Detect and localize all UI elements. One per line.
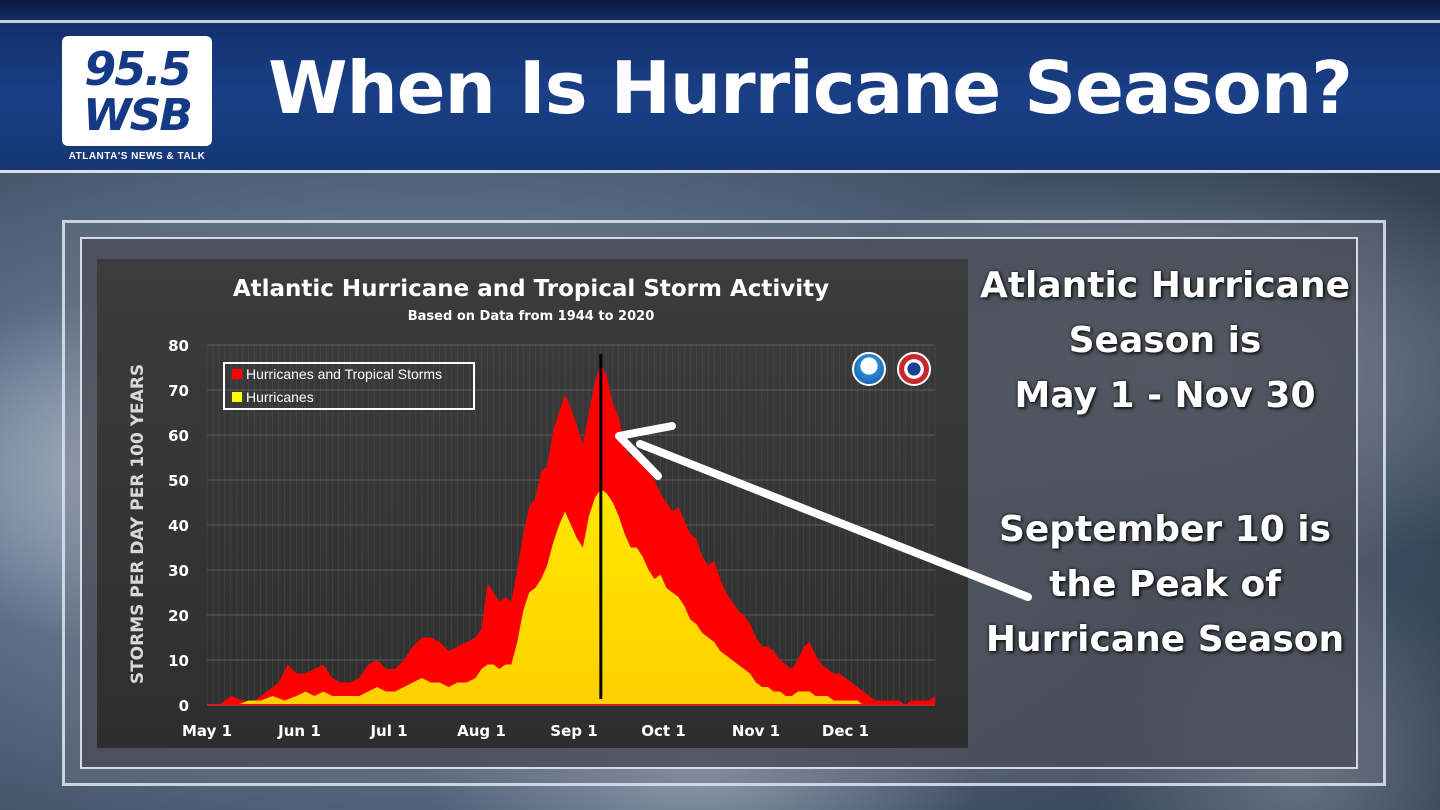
nws-logo — [897, 352, 931, 386]
y-tick-label: 70 — [168, 382, 189, 400]
page-title: When Is Hurricane Season? — [268, 46, 1353, 130]
legend-swatch-red — [232, 369, 242, 379]
chart-panel: Atlantic Hurricane and Tropical Storm Ac… — [97, 259, 968, 748]
peak-date-text: September 10 is the Peak of Hurricane Se… — [975, 502, 1355, 667]
legend-label-hurricanes: Hurricanes — [246, 389, 314, 405]
peak-line-1: September 10 is — [998, 509, 1332, 550]
x-tick-label: Jun 1 — [277, 722, 321, 740]
chart-legend: Hurricanes and Tropical Storms Hurricane… — [223, 362, 475, 410]
season-line-2: Season is — [1068, 320, 1262, 361]
peak-line-2: the Peak of — [1049, 564, 1281, 605]
peak-line-3: Hurricane Season — [985, 619, 1345, 660]
x-tick-label: May 1 — [182, 722, 232, 740]
legend-swatch-yellow — [232, 392, 242, 402]
x-tick-label: Dec 1 — [822, 722, 869, 740]
x-tick-label: Nov 1 — [732, 722, 780, 740]
y-tick-label: 80 — [168, 337, 189, 355]
chart-subtitle: Based on Data from 1944 to 2020 — [408, 309, 655, 324]
series-area-hurricanes — [207, 489, 935, 705]
legend-label-storms: Hurricanes and Tropical Storms — [246, 366, 442, 382]
header-banner: 95.5 WSB ATLANTA'S NEWS & TALK When Is H… — [0, 0, 1440, 173]
y-tick-label: 50 — [168, 472, 189, 490]
season-line-1: Atlantic Hurricane — [979, 265, 1351, 306]
y-tick-label: 30 — [168, 562, 189, 580]
logo-tagline: ATLANTA'S NEWS & TALK — [68, 151, 206, 162]
chart-title: Atlantic Hurricane and Tropical Storm Ac… — [233, 276, 829, 302]
logo-frequency: 95.5 — [84, 42, 192, 96]
season-line-3: May 1 - Nov 30 — [1014, 375, 1316, 416]
y-axis-label: STORMS PER DAY PER 100 YEARS — [128, 364, 148, 684]
station-logo: 95.5 WSB — [62, 36, 212, 146]
y-tick-label: 0 — [179, 697, 189, 715]
season-dates-text: Atlantic Hurricane Season is May 1 - Nov… — [975, 258, 1355, 423]
x-tick-label: Aug 1 — [457, 722, 506, 740]
header-divider — [0, 20, 1440, 23]
x-tick-label: Sep 1 — [550, 722, 597, 740]
x-tick-label: Jul 1 — [369, 722, 407, 740]
activity-chart: Atlantic Hurricane and Tropical Storm Ac… — [128, 276, 936, 740]
noaa-logo — [852, 352, 886, 386]
y-tick-label: 40 — [168, 517, 189, 535]
x-tick-label: Oct 1 — [641, 722, 685, 740]
y-tick-label: 60 — [168, 427, 189, 445]
y-tick-label: 20 — [168, 607, 189, 625]
logo-callsign: WSB — [83, 90, 193, 141]
y-tick-label: 10 — [168, 652, 189, 670]
